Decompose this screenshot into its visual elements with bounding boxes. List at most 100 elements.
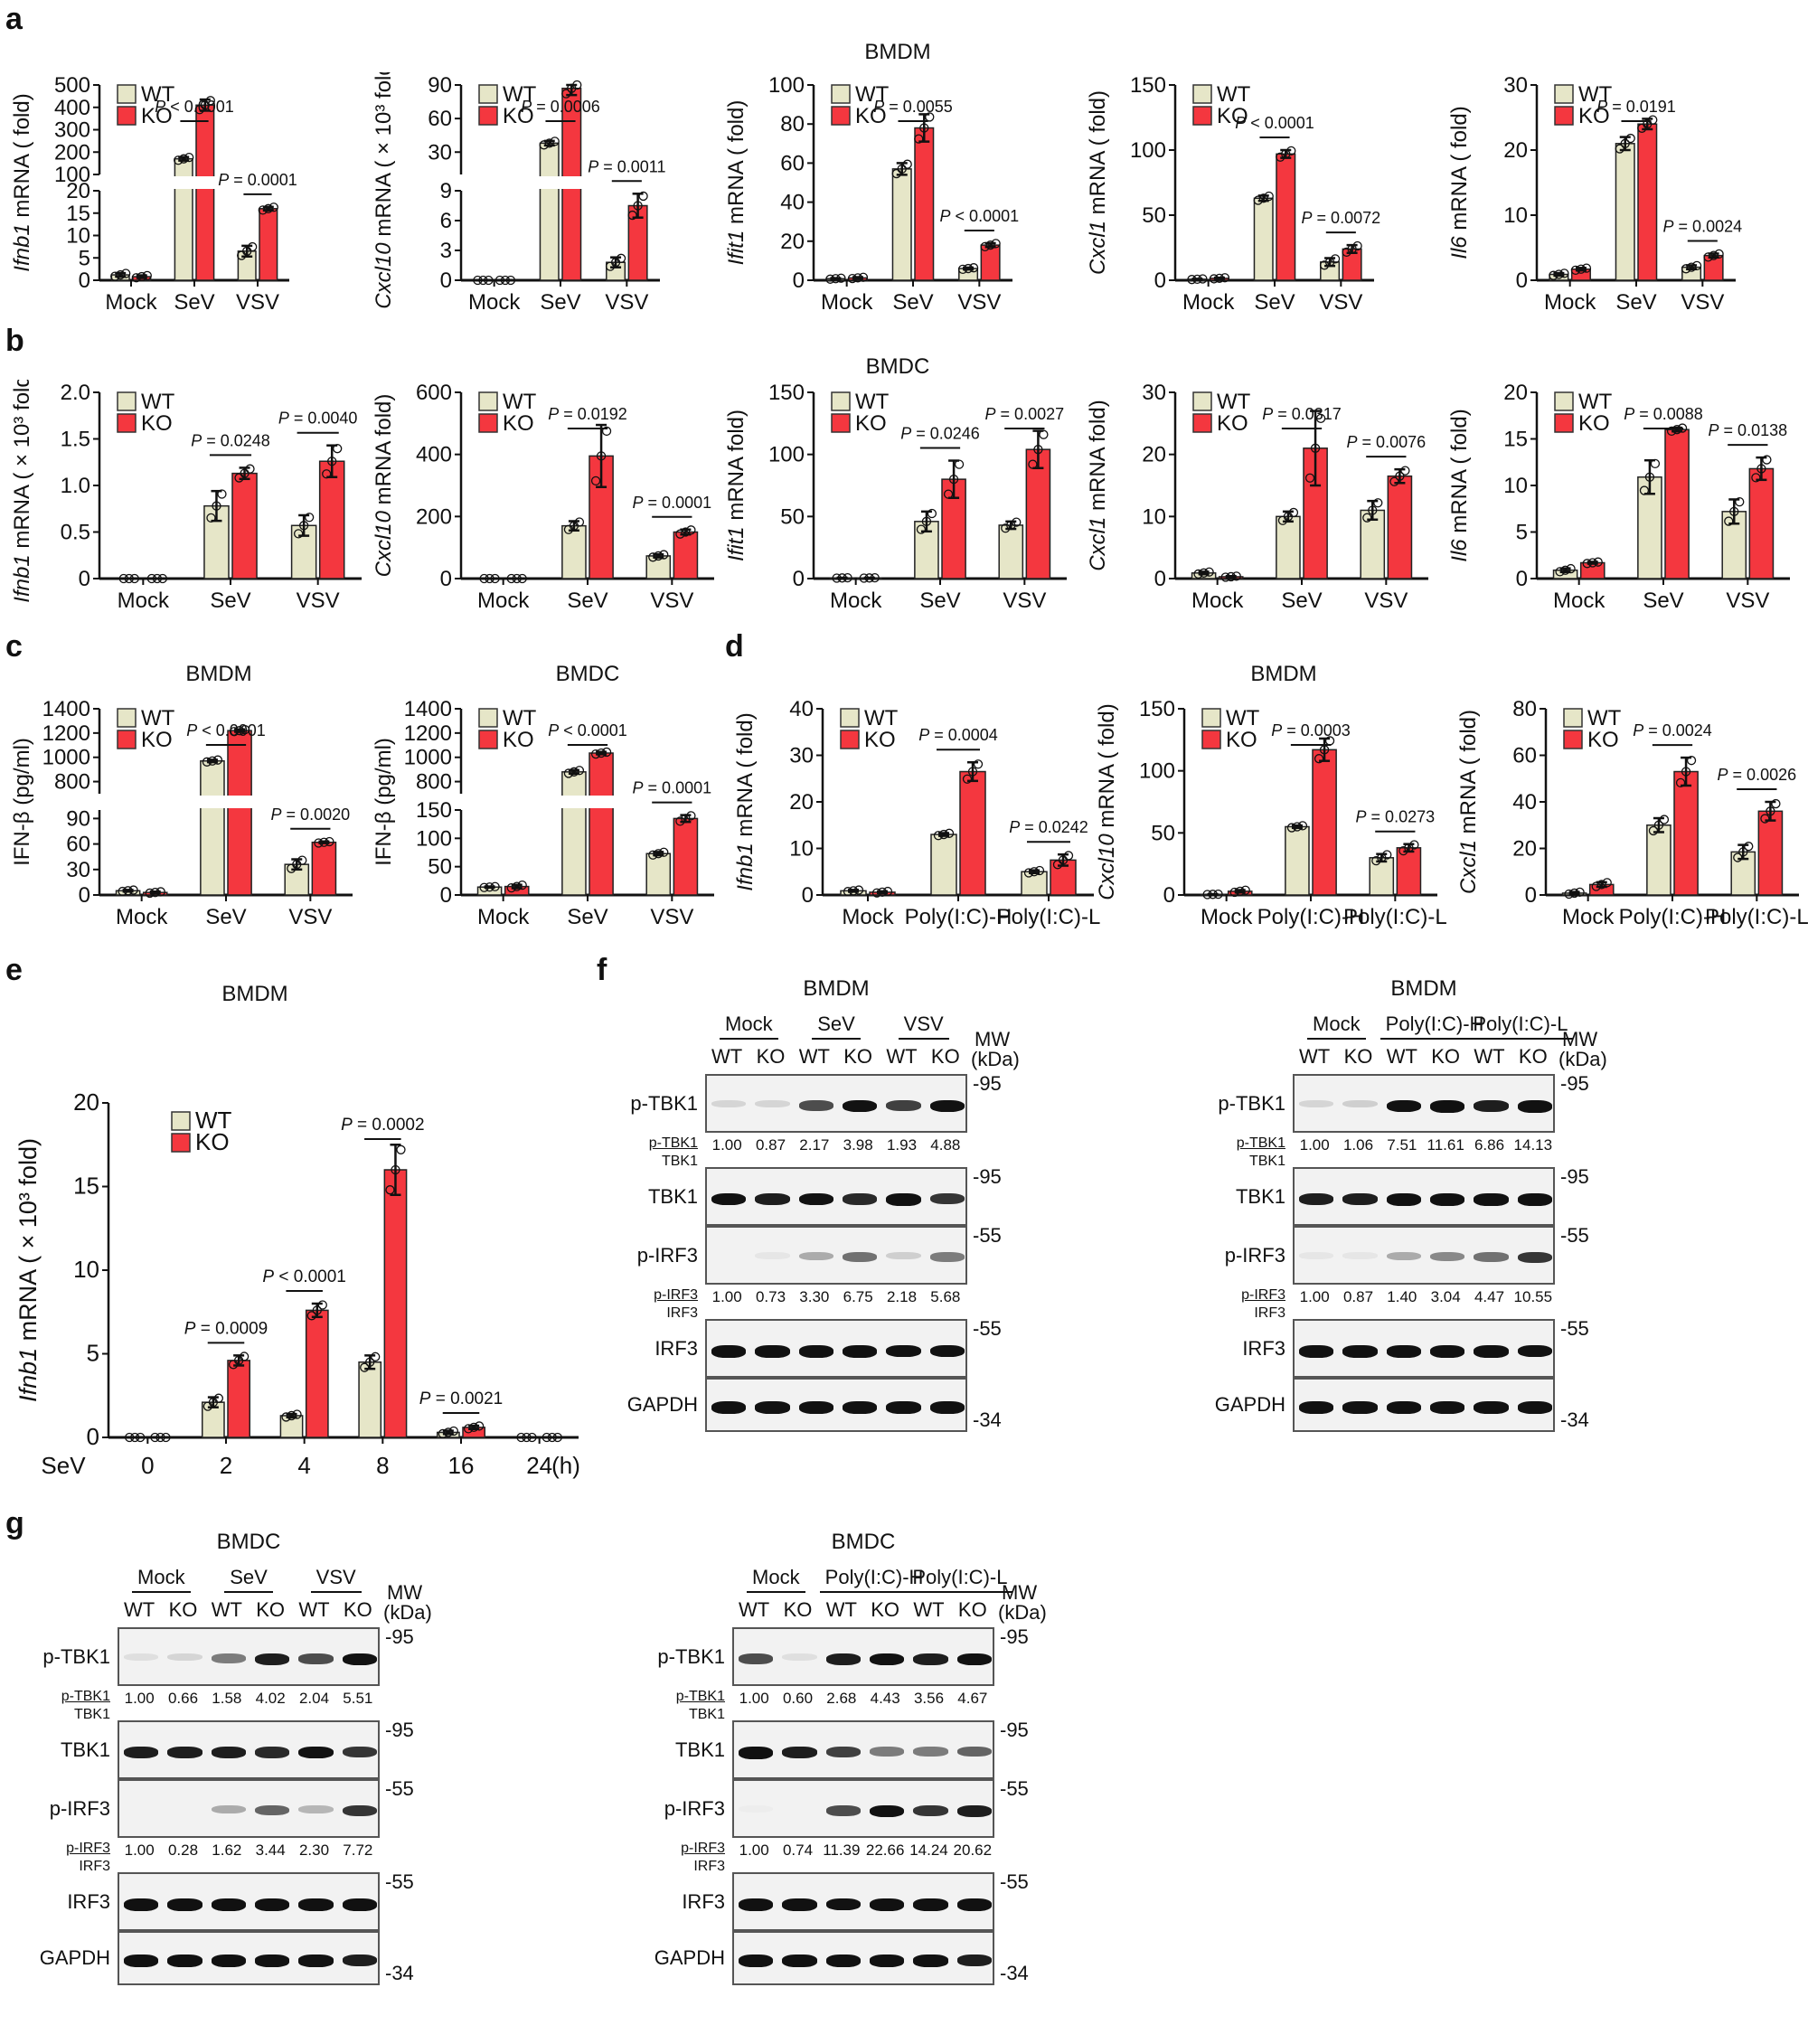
- lane-label: KO: [756, 1045, 786, 1068]
- p-value-label: P = 0.0040: [278, 410, 358, 428]
- y-axis-label: Ifit1 mRNA ( fold): [724, 100, 749, 266]
- x-tick-label: Poly(I:C)-H: [905, 905, 1012, 929]
- p-value-label: P = 0.0055: [873, 98, 953, 116]
- bar-ko-2: [227, 1360, 251, 1438]
- y-tick-label: 20: [1512, 837, 1537, 862]
- legend-wt: WT: [503, 82, 537, 107]
- band: [1474, 1099, 1509, 1112]
- y-tick-label: 60: [66, 833, 90, 857]
- legend-wt: WT: [855, 390, 890, 414]
- row-label: p-TBK1: [42, 1644, 110, 1668]
- lane-label: KO: [1343, 1045, 1373, 1068]
- x-tick-label: SeV: [210, 589, 250, 613]
- quant-value: 11.39: [823, 1841, 861, 1859]
- panel-label-g: g: [5, 1506, 24, 1540]
- band: [1299, 1344, 1334, 1358]
- x-tick-label: 2: [220, 1452, 232, 1479]
- y-tick-label: 100: [1130, 138, 1166, 163]
- legend-ko: KO: [141, 411, 173, 436]
- band: [211, 1653, 246, 1663]
- y-tick-label: 150: [768, 381, 805, 405]
- y-tick-label: 1400: [404, 697, 452, 721]
- band: [124, 1746, 159, 1758]
- y-tick-label: 0: [1154, 567, 1166, 591]
- y-tick-label: 30: [66, 858, 90, 882]
- y-tick-label: 0: [440, 567, 452, 591]
- y-axis-label: Cxcl1 mRNA fold): [1086, 400, 1110, 570]
- lane-label: WT: [298, 1598, 330, 1621]
- band: [1299, 1192, 1334, 1205]
- band: [342, 1898, 377, 1911]
- band: [913, 1898, 948, 1911]
- y-tick-label: 20: [789, 790, 814, 815]
- y-tick-label: 60: [780, 151, 805, 175]
- chart-a5-il6: 0 10 20 30 Mock SeV VSV P = 0.0191 P = 0.0024 Il6…: [1437, 72, 1745, 325]
- blot-panel-p-irf3: [732, 1779, 994, 1838]
- blot-title: BMDM: [1390, 976, 1457, 1001]
- y-axis-label: Ifnb1 mRNA ( × 10³ fold): [14, 1138, 42, 1402]
- band: [825, 1804, 861, 1816]
- legend-wt: WT: [1578, 82, 1613, 107]
- x-tick-label: VSV: [957, 290, 1001, 315]
- bar-wt-VSV: [645, 852, 672, 896]
- quant-value: 3.30: [799, 1288, 830, 1305]
- mw-marker: -55: [385, 1870, 414, 1893]
- row-label: TBK1: [60, 1738, 110, 1761]
- band: [298, 1804, 334, 1813]
- x-tick-label: SeV: [567, 589, 607, 613]
- band: [167, 1955, 202, 1967]
- y-tick-label: 1000: [404, 746, 452, 770]
- blot-panel-p-tbk1: [732, 1627, 994, 1686]
- quant-value: 1.00: [124, 1690, 155, 1707]
- chart-d3-cxcl1: 0 20 40 60 80 Mock Poly(I:C)-H Poly(I:C)-L P = 0…: [1446, 696, 1808, 940]
- chart-a1-ifnb1: 0 5 10 15 20 100 200 300 400 500 Mock SeV VSV P < 0.0…: [0, 72, 298, 325]
- x-tick-label: SeV: [174, 290, 214, 315]
- y-tick-label: 1200: [42, 721, 90, 746]
- x-tick-label: VSV: [1681, 290, 1724, 315]
- row-label: p-IRF3: [49, 1796, 110, 1820]
- band: [739, 1653, 774, 1664]
- mw-marker: -95: [385, 1625, 414, 1648]
- chart-b3-ifit1: 0 50 100 150 Mock SeV VSV P = 0.0246 P = 0.0027 I…: [714, 380, 1076, 624]
- y-axis-label: Ifnb1 mRNA ( fold): [733, 712, 758, 890]
- legend-wt: WT: [195, 1107, 232, 1134]
- band: [211, 1746, 246, 1758]
- p-value-label: P < 0.0001: [1235, 114, 1314, 132]
- quant-value: 4.43: [870, 1690, 900, 1707]
- y-tick-label: 0: [79, 268, 90, 293]
- mw-marker: -95: [1000, 1719, 1029, 1741]
- x-tick-label: Mock: [116, 905, 168, 929]
- blot-panel-p-irf3: [118, 1779, 380, 1838]
- y-tick-label: 90: [428, 73, 452, 98]
- band: [755, 1251, 790, 1259]
- y-tick-label: 1.0: [61, 474, 90, 498]
- p-value-label: P = 0.0024: [1633, 721, 1712, 739]
- lane-label: WT: [711, 1045, 743, 1068]
- mw-marker: -55: [1000, 1870, 1029, 1893]
- band: [1474, 1401, 1509, 1414]
- lane-label: KO: [957, 1598, 987, 1621]
- band: [1386, 1192, 1421, 1206]
- band: [1517, 1099, 1552, 1113]
- y-tick-label: 500: [54, 73, 90, 98]
- p-value-label: P < 0.0001: [155, 98, 234, 116]
- band: [739, 1898, 774, 1911]
- x-tick-label: SeV: [1254, 290, 1295, 315]
- band: [1430, 1251, 1465, 1262]
- y-tick-label: 50: [1151, 821, 1175, 845]
- row-label: p-TBK1: [1218, 1091, 1285, 1115]
- panel-d-title: BMDM: [1250, 662, 1317, 686]
- quant-value: 1.93: [886, 1136, 918, 1154]
- quant-value: 1.00: [711, 1288, 742, 1305]
- x-tick-label: Poly(I:C)-H: [1257, 905, 1365, 929]
- y-tick-label: 15: [73, 1173, 99, 1200]
- p-value-label: P = 0.0001: [218, 171, 297, 189]
- quant-value: 3.44: [255, 1841, 286, 1859]
- band: [825, 1653, 861, 1665]
- p-value-label: P = 0.0027: [985, 405, 1065, 423]
- x-tick-label: Poly(I:C)-L: [997, 905, 1101, 929]
- x-tick-label: Mock: [1201, 905, 1253, 929]
- band: [913, 1955, 948, 1967]
- mw-header: MW: [975, 1028, 1011, 1050]
- bar-ko-Poly(I:C)-H: [1312, 749, 1337, 896]
